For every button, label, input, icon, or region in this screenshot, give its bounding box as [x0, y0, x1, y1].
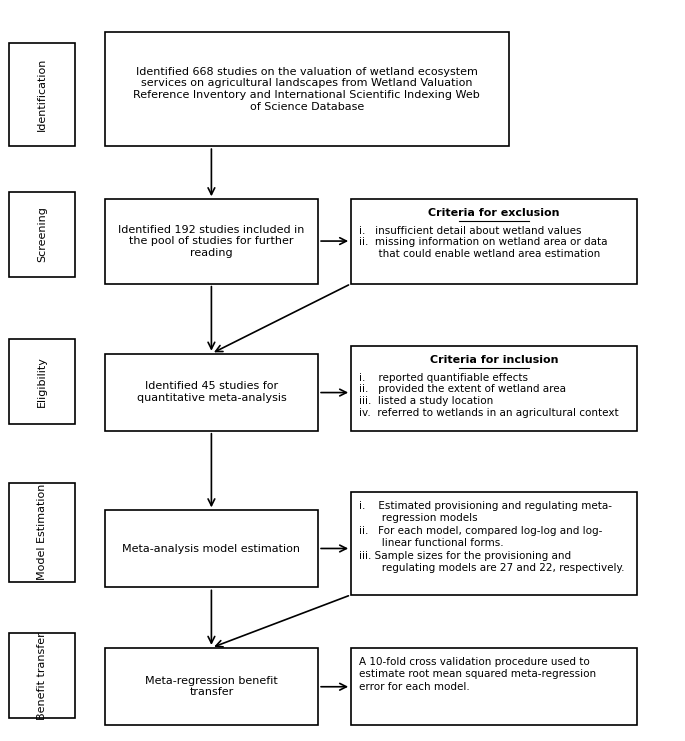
- FancyBboxPatch shape: [105, 199, 318, 284]
- FancyBboxPatch shape: [351, 492, 637, 595]
- Text: i.   insufficient detail about wetland values: i. insufficient detail about wetland val…: [359, 225, 582, 236]
- FancyBboxPatch shape: [10, 482, 75, 582]
- FancyBboxPatch shape: [10, 339, 75, 424]
- Text: Criteria for inclusion: Criteria for inclusion: [429, 355, 558, 365]
- Text: Model Estimation: Model Estimation: [37, 484, 47, 580]
- FancyBboxPatch shape: [10, 192, 75, 276]
- Text: Identified 668 studies on the valuation of wetland ecosystem
services on agricul: Identified 668 studies on the valuation …: [134, 67, 480, 112]
- Text: Identified 192 studies included in
the pool of studies for further
reading: Identified 192 studies included in the p…: [119, 225, 305, 258]
- Text: iii.  listed a study location: iii. listed a study location: [359, 396, 493, 406]
- FancyBboxPatch shape: [10, 634, 75, 718]
- FancyBboxPatch shape: [351, 199, 637, 284]
- FancyBboxPatch shape: [105, 32, 509, 146]
- Text: linear functional forms.: linear functional forms.: [359, 538, 503, 548]
- Text: A 10-fold cross validation procedure used to: A 10-fold cross validation procedure use…: [359, 657, 590, 667]
- Text: ii.   provided the extent of wetland area: ii. provided the extent of wetland area: [359, 385, 566, 394]
- Text: i.    reported quantifiable effects: i. reported quantifiable effects: [359, 373, 528, 382]
- FancyBboxPatch shape: [105, 511, 318, 588]
- Text: Meta-analysis model estimation: Meta-analysis model estimation: [123, 544, 301, 554]
- FancyBboxPatch shape: [105, 353, 318, 431]
- Text: Eligibility: Eligibility: [37, 356, 47, 407]
- Text: Identified 45 studies for
quantitative meta-analysis: Identified 45 studies for quantitative m…: [136, 382, 286, 403]
- Text: Screening: Screening: [37, 207, 47, 262]
- Text: iii. Sample sizes for the provisioning and: iii. Sample sizes for the provisioning a…: [359, 551, 571, 561]
- Text: Identification: Identification: [37, 58, 47, 131]
- FancyBboxPatch shape: [105, 648, 318, 725]
- Text: Benefit transfer: Benefit transfer: [37, 632, 47, 720]
- Text: Criteria for exclusion: Criteria for exclusion: [428, 208, 560, 218]
- Text: estimate root mean squared meta-regression: estimate root mean squared meta-regressi…: [359, 669, 596, 679]
- Text: that could enable wetland area estimation: that could enable wetland area estimatio…: [359, 249, 600, 259]
- FancyBboxPatch shape: [351, 648, 637, 725]
- Text: iv.  referred to wetlands in an agricultural context: iv. referred to wetlands in an agricultu…: [359, 408, 619, 418]
- Text: ii.   For each model, compared log-log and log-: ii. For each model, compared log-log and…: [359, 525, 602, 536]
- Text: regulating models are 27 and 22, respectively.: regulating models are 27 and 22, respect…: [359, 563, 625, 574]
- Text: regression models: regression models: [359, 514, 477, 523]
- Text: i.    Estimated provisioning and regulating meta-: i. Estimated provisioning and regulating…: [359, 501, 612, 511]
- FancyBboxPatch shape: [351, 346, 637, 431]
- Text: ii.  missing information on wetland area or data: ii. missing information on wetland area …: [359, 237, 608, 247]
- Text: error for each model.: error for each model.: [359, 682, 470, 691]
- FancyBboxPatch shape: [10, 43, 75, 146]
- Text: Meta-regression benefit
transfer: Meta-regression benefit transfer: [145, 676, 278, 697]
